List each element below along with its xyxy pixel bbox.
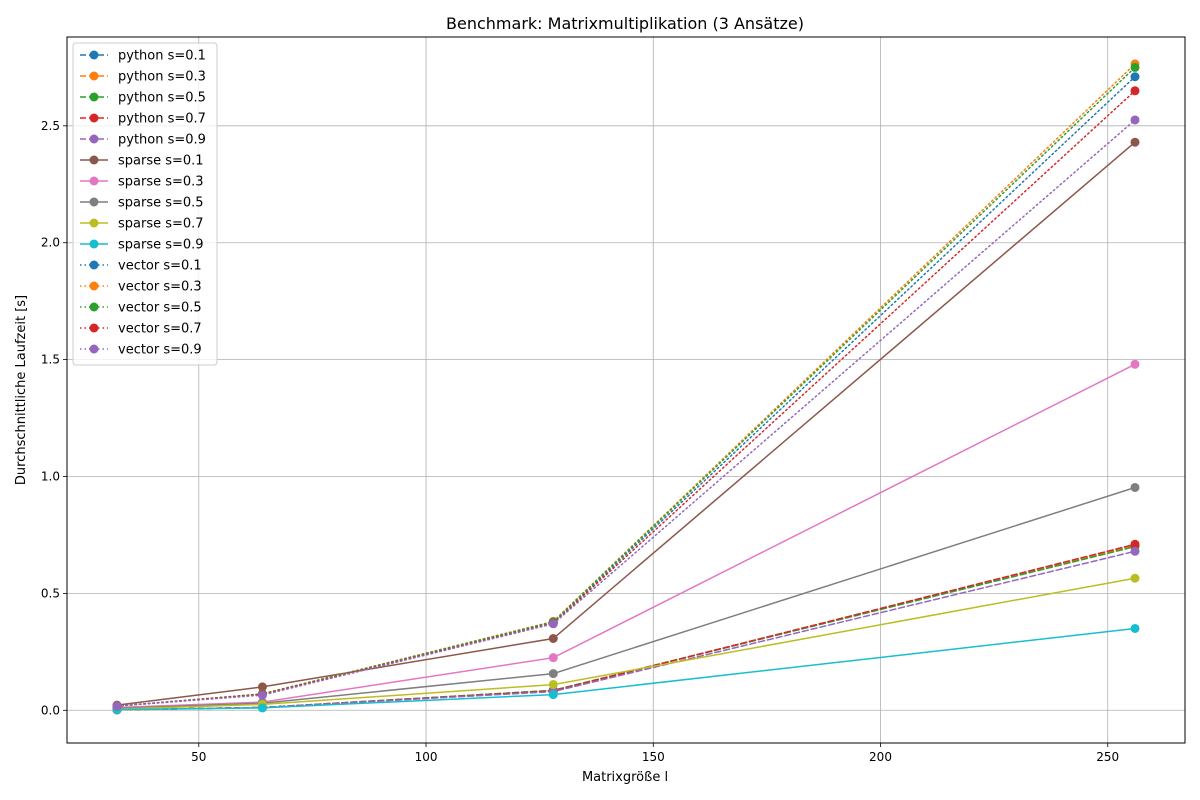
- data-point: [1130, 86, 1140, 96]
- series-line: [116, 577, 1136, 710]
- legend-swatch-marker: [89, 344, 99, 354]
- data-point: [548, 690, 558, 700]
- legend-item: sparse s=0.5: [80, 196, 204, 211]
- legend-label: vector s=0.1: [118, 259, 202, 274]
- legend-swatch-marker: [89, 113, 99, 123]
- legend-box: [72, 42, 218, 366]
- legend-item: sparse s=0.7: [80, 217, 204, 232]
- legend-label: python s=0.7: [118, 112, 206, 127]
- legend-item: sparse s=0.3: [80, 175, 204, 190]
- data-point: [548, 680, 558, 690]
- legend-swatch-marker: [89, 155, 99, 165]
- series-line: [116, 363, 1136, 709]
- series-line: [116, 486, 1136, 710]
- y-tick-label: 0.0: [41, 703, 60, 717]
- legend-item: sparse s=0.9: [80, 238, 204, 253]
- legend-label: sparse s=0.1: [118, 154, 204, 169]
- legend-swatch-marker: [89, 176, 99, 186]
- plot-frame: [66, 36, 1186, 744]
- legend-swatch-marker: [89, 323, 99, 333]
- legend-item: python s=0.3: [80, 70, 206, 85]
- legend-label: sparse s=0.7: [118, 217, 204, 232]
- legend-item: python s=0.9: [80, 133, 206, 148]
- x-tick-label: 100: [415, 750, 438, 764]
- x-tick-label: 150: [642, 750, 665, 764]
- data-point: [257, 690, 267, 700]
- legend-label: sparse s=0.9: [118, 238, 204, 253]
- legend-label: sparse s=0.3: [118, 175, 204, 190]
- y-tick-label: 2.5: [41, 119, 60, 133]
- legend-label: vector s=0.3: [118, 280, 202, 295]
- data-point: [1130, 359, 1140, 369]
- legend-label: vector s=0.5: [118, 301, 202, 316]
- data-point: [548, 669, 558, 679]
- series-vector-s-0-9: [112, 115, 1140, 711]
- legend-swatch-marker: [89, 218, 99, 228]
- series-line: [116, 141, 1136, 706]
- legend-label: python s=0.3: [118, 70, 206, 85]
- legend-item: sparse s=0.1: [80, 154, 204, 169]
- data-point: [1130, 62, 1140, 72]
- x-tick-label: 200: [869, 750, 892, 764]
- legend-item: vector s=0.5: [80, 301, 202, 316]
- legend-label: python s=0.5: [118, 91, 206, 106]
- legend-swatch-marker: [89, 50, 99, 60]
- y-tick-label: 2.0: [41, 236, 60, 250]
- grid: [67, 37, 1185, 743]
- legend: python s=0.1 python s=0.3 python s=0.5 pyth…: [72, 42, 218, 366]
- axis-ticks: 50 100 150 200 250 0.0 0.5 1.0 1.5 2.0 2.5: [41, 119, 1119, 764]
- data-point: [548, 619, 558, 629]
- legend-item: vector s=0.7: [80, 322, 202, 337]
- x-tick-label: 50: [191, 750, 206, 764]
- legend-item: vector s=0.3: [80, 280, 202, 295]
- legend-item: vector s=0.1: [80, 259, 202, 274]
- y-tick-label: 1.0: [41, 469, 60, 483]
- data-point: [548, 634, 558, 644]
- data-point: [257, 682, 267, 692]
- y-axis-label: Durchschnittliche Laufzeit [s]: [14, 295, 29, 485]
- legend-label: python s=0.1: [118, 49, 206, 64]
- data-point: [112, 701, 122, 711]
- legend-item: vector s=0.9: [80, 343, 202, 358]
- data-point: [1130, 623, 1140, 633]
- legend-item: python s=0.7: [80, 112, 206, 127]
- data-point: [1130, 482, 1140, 492]
- legend-swatch-marker: [89, 197, 99, 207]
- data-point: [257, 703, 267, 713]
- legend-label: sparse s=0.5: [118, 196, 204, 211]
- y-tick-label: 1.5: [41, 353, 60, 367]
- legend-swatch-marker: [89, 260, 99, 270]
- x-tick-label: 250: [1096, 750, 1119, 764]
- legend-label: vector s=0.9: [118, 343, 202, 358]
- data-point: [1130, 137, 1140, 147]
- series-sparse-s-0-9: [112, 623, 1140, 715]
- legend-item: python s=0.1: [80, 49, 206, 64]
- y-tick-label: 0.5: [41, 586, 60, 600]
- legend-label: python s=0.9: [118, 133, 206, 148]
- legend-swatch-marker: [89, 239, 99, 249]
- data-point: [548, 653, 558, 663]
- data-point: [1130, 539, 1140, 549]
- legend-swatch-marker: [89, 302, 99, 312]
- x-axis-label: Matrixgröße l: [582, 770, 668, 785]
- legend-swatch-marker: [89, 134, 99, 144]
- series-layer: [112, 59, 1140, 715]
- series-line: [116, 119, 1136, 707]
- legend-item: python s=0.5: [80, 91, 206, 106]
- data-point: [1130, 573, 1140, 583]
- series-line: [116, 627, 1136, 711]
- legend-swatch-marker: [89, 281, 99, 291]
- legend-label: vector s=0.7: [118, 322, 202, 337]
- legend-swatch-marker: [89, 92, 99, 102]
- data-point: [1130, 115, 1140, 125]
- legend-swatch-marker: [89, 71, 99, 81]
- data-point: [1130, 546, 1140, 556]
- chart-title: Benchmark: Matrixmultiplikation (3 Ansät…: [446, 14, 804, 33]
- data-point: [1130, 72, 1140, 82]
